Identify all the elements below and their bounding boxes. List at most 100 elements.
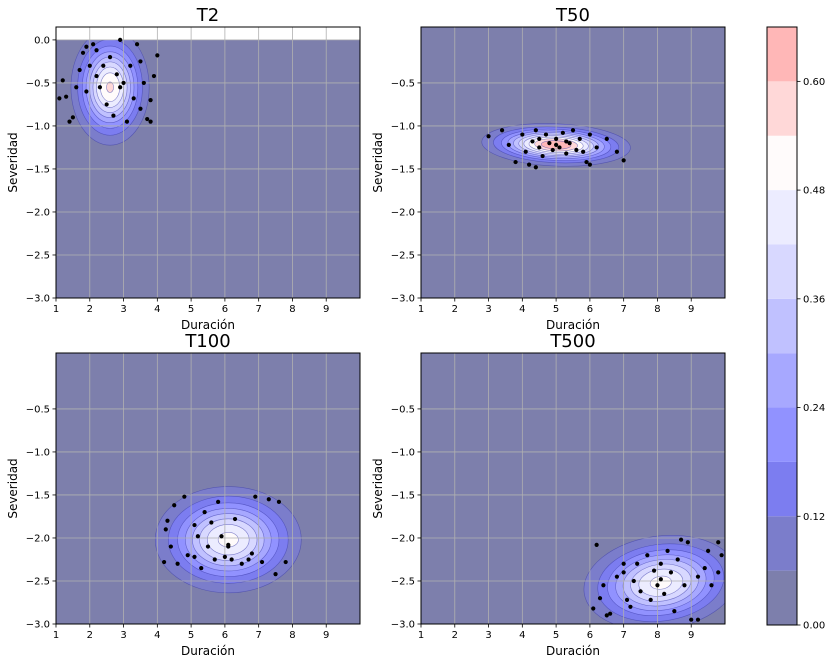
y-axis-label: Severidad (6, 132, 20, 192)
x-axis-label: Duración (546, 318, 600, 332)
plot-frame (55, 352, 361, 625)
colorbar-swatch (767, 407, 797, 462)
data-point (520, 132, 525, 137)
x-tick-label: 2 (87, 304, 93, 315)
density-contours (56, 27, 360, 298)
data-point (138, 106, 143, 111)
subplot-t50: 1 2 3 4 5 6 7 8 9 −0.5 −1.0 −1.5 −2.0 −2.5 −3.0 T50 Dura… (371, 5, 726, 332)
data-point (104, 102, 109, 107)
subplot-t2: 1 2 3 4 5 6 7 8 9 0.0 −0.5 −1.0 −1.5 −2.0 −2.5 −3.0 T2 Du… (6, 5, 361, 332)
data-point (259, 559, 265, 565)
data-point (111, 113, 116, 118)
colorbar-tick-label: 0.60 (803, 77, 825, 88)
data-point (570, 128, 576, 133)
chart-title: T2 (196, 5, 219, 26)
data-point (621, 158, 626, 163)
y-tick-label: −2.5 (391, 250, 415, 261)
y-tick-label: −0.5 (26, 78, 50, 89)
data-point (87, 63, 92, 68)
data-point (537, 136, 542, 141)
data-point (121, 80, 126, 86)
data-point (60, 78, 65, 83)
data-point (513, 159, 518, 165)
data-point (591, 606, 596, 611)
y-axis-label: Severidad (371, 132, 385, 192)
colorbar: 0.00 0.12 0.24 0.36 0.48 0.60 (766, 26, 825, 632)
colorbar-swatch (767, 135, 797, 191)
data-point (145, 116, 150, 122)
data-point (547, 141, 552, 146)
data-point (668, 570, 674, 575)
y-tick-label: −1.5 (391, 490, 415, 501)
subplot-t100: 1 2 3 4 5 6 7 8 9 −0.5 −1.0 −1.5 −2.0 −2.5 −3.0 T100 Dur… (6, 331, 361, 658)
y-tick-label: −1.5 (26, 490, 50, 501)
data-point (155, 53, 160, 58)
y-tick-label: −3.0 (26, 294, 50, 305)
data-point (118, 85, 123, 90)
y-tick-label: 0.0 (34, 35, 50, 46)
x-tick-label: 2 (452, 630, 458, 641)
data-point (621, 561, 626, 566)
data-point (128, 63, 133, 68)
data-point (131, 96, 136, 101)
x-tick-label: 5 (553, 630, 559, 641)
data-point (64, 94, 69, 99)
data-point (584, 159, 589, 165)
x-tick-label: 7 (620, 304, 626, 315)
data-point (161, 559, 167, 565)
x-tick-label: 9 (323, 304, 329, 315)
x-tick-label: 6 (587, 304, 593, 315)
x-axis-label: Duración (181, 318, 235, 332)
x-tick-label: 4 (154, 304, 160, 315)
x-tick-label: 6 (222, 630, 228, 641)
colorbar-tick-label: 0.12 (803, 512, 825, 523)
data-point (67, 119, 72, 124)
data-point (587, 132, 592, 137)
y-tick-label: −1.5 (26, 164, 50, 175)
x-tick-label: 8 (289, 304, 295, 315)
data-point (97, 85, 103, 90)
colorbar-swatch (767, 516, 797, 571)
colorbar-swatch (767, 298, 797, 354)
chart-title: T50 (555, 5, 590, 26)
data-point (645, 553, 650, 558)
data-point (486, 134, 491, 139)
data-point (195, 534, 200, 539)
y-tick-label: −2.5 (391, 576, 415, 587)
data-point (550, 147, 555, 153)
data-point (543, 132, 549, 137)
colorbar-swatch (767, 461, 797, 517)
data-point (604, 613, 609, 618)
data-point (77, 67, 82, 73)
data-point (246, 557, 251, 562)
data-point (587, 162, 592, 167)
data-point (84, 89, 89, 94)
y-tick-label: −3.0 (391, 620, 415, 631)
data-point (151, 73, 157, 79)
data-point (175, 561, 180, 566)
grid (55, 27, 360, 299)
data-point (124, 119, 130, 124)
data-point (253, 494, 258, 499)
data-point (709, 583, 714, 588)
x-tick-label: 1 (53, 304, 59, 315)
data-point (229, 557, 234, 562)
chart-title: T100 (184, 331, 230, 352)
data-point (273, 572, 278, 577)
data-point (192, 522, 197, 528)
data-point (648, 597, 653, 603)
data-point (601, 583, 606, 588)
contour-level (106, 81, 114, 93)
data-point (638, 589, 643, 594)
y-tick-label: −3.0 (26, 620, 50, 631)
data-point (226, 544, 231, 549)
density-contours (421, 353, 725, 624)
data-point (537, 145, 542, 150)
y-tick-label: −2.5 (26, 576, 50, 587)
data-point (148, 98, 153, 103)
data-point (594, 542, 599, 547)
y-axis-label: Severidad (371, 458, 385, 518)
data-point (249, 551, 255, 556)
data-point (212, 557, 217, 562)
data-point (165, 518, 170, 523)
